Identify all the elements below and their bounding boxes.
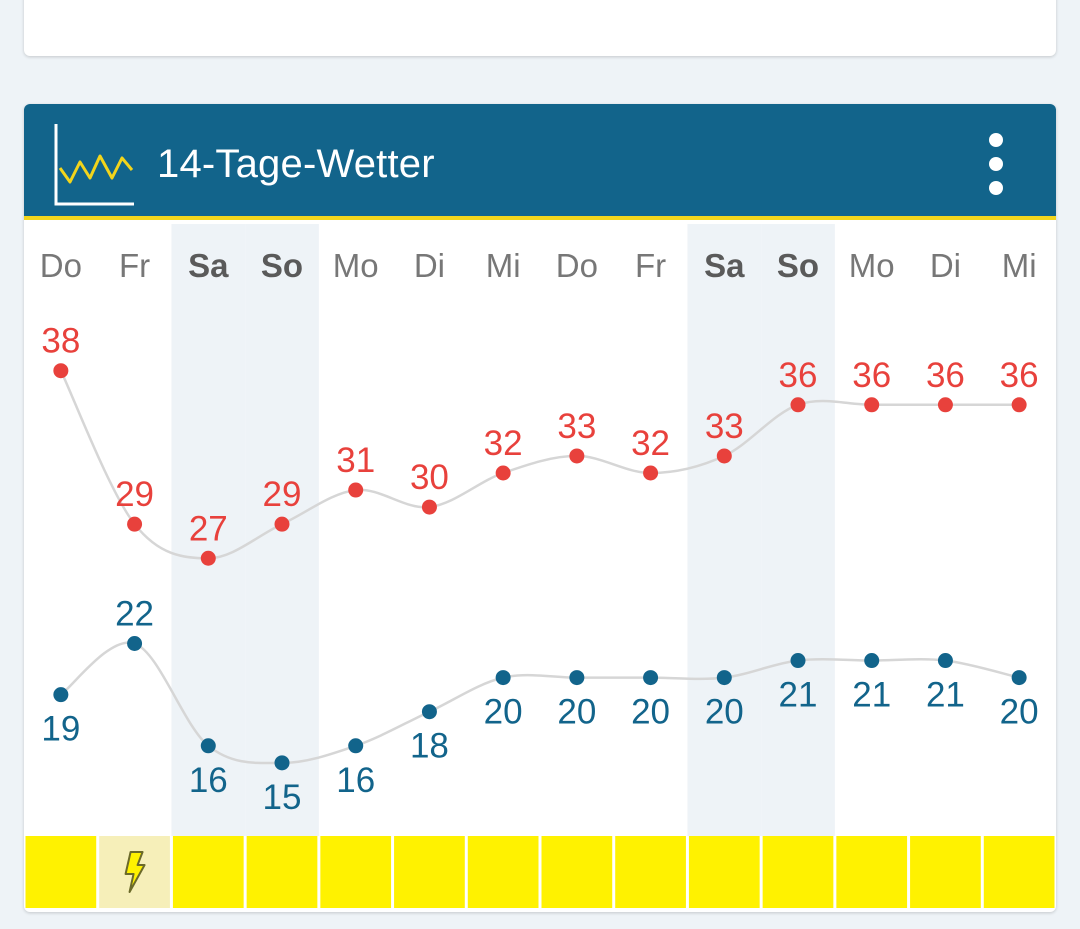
min-temp-point — [716, 670, 732, 686]
max-temp-label: 32 — [484, 424, 523, 463]
max-temp-point — [643, 465, 659, 481]
min-temp-label: 22 — [115, 595, 154, 634]
menu-dot — [989, 181, 1003, 195]
max-temp-point — [274, 516, 290, 532]
day-label: Di — [930, 247, 961, 284]
weather-cell — [541, 836, 613, 908]
max-temp-label: 32 — [631, 424, 670, 463]
series-line — [60, 641, 1020, 765]
thunderstorm-icon — [124, 851, 146, 893]
day-label: Fr — [119, 247, 150, 284]
weather-cell — [467, 836, 539, 908]
day-label: Mi — [1002, 247, 1037, 284]
previous-card — [24, 0, 1056, 56]
weather-cell — [983, 836, 1055, 908]
max-temp-point — [864, 397, 880, 413]
weekend-column — [761, 224, 835, 836]
min-temp-label: 20 — [631, 693, 670, 732]
card-header: 14-Tage-Wetter — [24, 104, 1056, 220]
min-temp-point — [1011, 670, 1027, 686]
forecast-chart: Do Fr Sa So Mo Di Mi Do Fr Sa So Mo Di Mi 38 29 27 29 31 30… — [25, 224, 1055, 908]
max-temp-point — [348, 482, 364, 498]
min-temp-label: 21 — [852, 676, 891, 715]
max-temp-point — [716, 448, 732, 464]
max-temp-point — [495, 465, 511, 481]
max-temp-point — [421, 499, 437, 515]
weather-cell — [246, 836, 318, 908]
min-temp-point — [495, 670, 511, 686]
min-temp-point — [937, 653, 953, 669]
day-label: Di — [414, 247, 445, 284]
weather-cell — [688, 836, 760, 908]
min-temp-label: 20 — [484, 693, 523, 732]
max-temp-point — [569, 448, 585, 464]
max-temp-point — [790, 397, 806, 413]
min-temp-label: 21 — [779, 676, 818, 715]
menu-dot — [989, 157, 1003, 171]
max-temp-label: 30 — [410, 458, 449, 497]
weather-cell — [615, 836, 686, 908]
card-title: 14-Tage-Wetter — [157, 142, 435, 186]
min-temp-point — [569, 670, 585, 686]
chart-line-icon — [54, 124, 134, 206]
min-temp-label: 19 — [41, 710, 80, 749]
day-label: Sa — [704, 247, 745, 284]
max-temp-label: 33 — [705, 407, 744, 446]
min-temp-point — [421, 704, 437, 720]
weather-cell — [25, 836, 97, 908]
min-temp-label: 21 — [926, 676, 965, 715]
min-temp-label: 20 — [1000, 693, 1039, 732]
min-temp-point — [864, 653, 880, 669]
max-temp-point — [200, 550, 216, 566]
weather-cell — [172, 836, 244, 908]
weekend-column — [171, 224, 246, 836]
weather-cell — [910, 836, 981, 908]
weather-cell — [836, 836, 908, 908]
min-temp-label: 18 — [410, 727, 449, 766]
more-vertical-icon — [989, 133, 1003, 147]
weather-cell — [320, 836, 392, 908]
min-temp-point — [274, 755, 290, 771]
weekend-column — [687, 224, 762, 836]
day-label: Mi — [486, 247, 521, 284]
max-temp-point — [53, 363, 69, 379]
max-temp-label: 29 — [115, 475, 154, 514]
max-temp-label: 29 — [263, 475, 302, 514]
min-temp-point — [790, 653, 806, 669]
max-temp-label: 36 — [852, 356, 891, 395]
max-temp-label: 36 — [779, 356, 818, 395]
max-temp-label: 38 — [41, 322, 80, 361]
min-temp-point — [127, 636, 143, 651]
max-temp-label: 31 — [336, 441, 375, 480]
max-temp-point — [127, 516, 143, 532]
max-temp-label: 33 — [557, 407, 596, 446]
min-temp-label: 20 — [705, 693, 744, 732]
day-label: Mo — [333, 247, 379, 284]
max-temp-label: 36 — [926, 356, 965, 395]
day-label: Sa — [188, 247, 229, 284]
min-temp-label: 16 — [336, 761, 375, 800]
day-label: So — [261, 247, 303, 284]
min-temp-point — [200, 738, 216, 754]
day-label: So — [777, 247, 819, 284]
max-temp-point — [937, 397, 953, 413]
min-temp-point — [348, 738, 364, 754]
min-temp-point — [53, 687, 69, 703]
max-temp-label: 36 — [1000, 356, 1039, 395]
max-temp-point — [1011, 397, 1027, 413]
weather-cell — [762, 836, 834, 908]
weather-cell — [394, 836, 465, 908]
min-temp-point — [643, 670, 659, 686]
min-temp-label: 16 — [189, 761, 228, 800]
max-temp-label: 27 — [189, 509, 228, 548]
day-label: Do — [556, 247, 598, 284]
day-label: Do — [40, 247, 82, 284]
more-options-button[interactable] — [968, 124, 1024, 204]
min-temp-label: 20 — [557, 693, 596, 732]
day-label: Mo — [849, 247, 895, 284]
min-temp-label: 15 — [263, 778, 302, 817]
forecast-card: 14-Tage-Wetter Do Fr Sa So Mo Di Mi Do Fr Sa So Mo D… — [24, 104, 1056, 912]
day-label: Fr — [635, 247, 666, 284]
